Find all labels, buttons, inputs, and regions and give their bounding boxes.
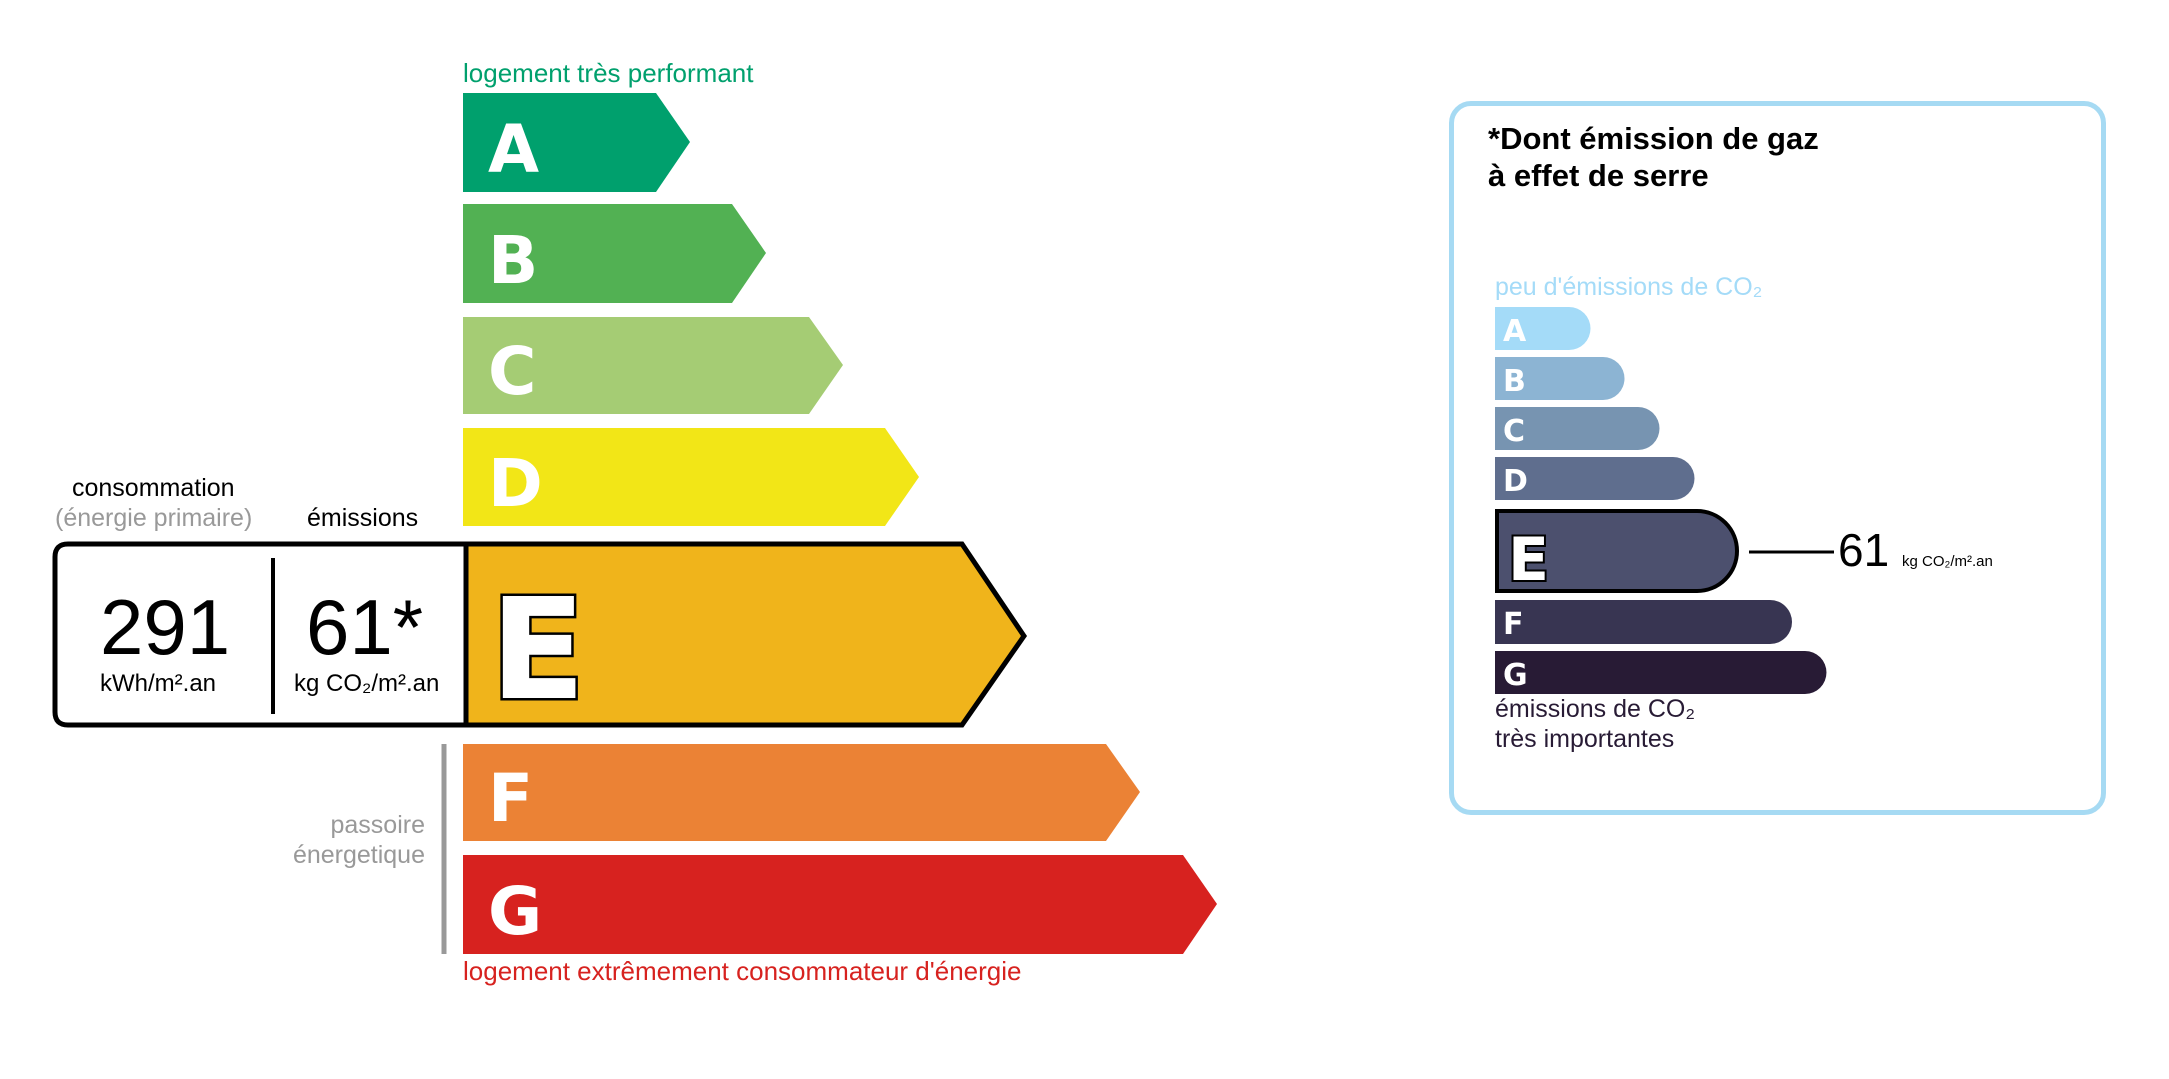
- consumption-unit: kWh/m².an: [100, 670, 217, 697]
- ghg-bar-c: [1495, 407, 1660, 450]
- ghg-letter-e: E: [1508, 525, 1549, 595]
- consumption-subheader: (énergie primaire): [55, 504, 253, 532]
- ghg-bar-b: [1495, 357, 1625, 400]
- ghg-bar-e: [1495, 509, 1739, 593]
- energy-bar-e: [463, 541, 1028, 728]
- ghg-letter-f: F: [1503, 607, 1524, 642]
- ghg-bar-f: [1495, 600, 1792, 644]
- energy-letter-d: D: [488, 445, 543, 522]
- energy-top-label: logement très performant: [463, 58, 754, 88]
- ghg-top-label: peu d'émissions de CO₂: [1495, 273, 1763, 301]
- ghg-letter-b: B: [1503, 364, 1526, 399]
- ghg-bar-a: [1495, 307, 1591, 350]
- energy-letter-f: F: [488, 760, 533, 837]
- ghg-panel: [1449, 101, 2106, 815]
- consumption-value: 291: [100, 583, 231, 671]
- energy-bar-d: [463, 428, 919, 526]
- ghg-title: *Dont émission de gaz à effet de serre: [1488, 120, 1819, 194]
- energy-letter-b: B: [488, 222, 538, 299]
- ghg-title-line-2: à effet de serre: [1488, 158, 1709, 193]
- emissions-header: émissions: [307, 504, 419, 532]
- energy-letter-c: C: [488, 333, 536, 410]
- ghg-unit: kg CO₂/m².an: [1902, 553, 1993, 570]
- energy-bar-a: [463, 93, 690, 192]
- consumption-header: consommation: [72, 474, 235, 502]
- energy-bar-g: [463, 855, 1217, 954]
- energy-bottom-label: logement extrêmement consommateur d'éner…: [463, 956, 1022, 986]
- passoire-label: passoire énergetique: [250, 810, 425, 870]
- energy-letter-e: E: [490, 569, 586, 732]
- ghg-bottom-label-line-1: émissions de CO₂: [1495, 695, 1696, 723]
- ghg-bottom-label-line-2: très importantes: [1495, 725, 1675, 753]
- ghg-bar-g: [1495, 651, 1827, 694]
- ghg-value: 61: [1838, 524, 1890, 576]
- passoire-label-line-2: énergetique: [292, 841, 425, 869]
- energy-letter-g: G: [488, 873, 542, 950]
- ghg-letter-a: A: [1503, 314, 1527, 349]
- ghg-letter-d: D: [1503, 464, 1528, 499]
- energy-bar-b: [463, 204, 766, 303]
- ghg-bottom-label: émissions de CO₂ très importantes: [1495, 694, 1695, 754]
- energy-current-box: [52, 541, 469, 728]
- energy-bar-f: [463, 744, 1140, 841]
- ghg-letter-g: G: [1503, 658, 1528, 693]
- ghg-letter-c: C: [1503, 414, 1525, 449]
- emissions-unit: kg CO₂/m².an: [294, 670, 440, 697]
- energy-bar-c: [463, 317, 843, 414]
- energy-letter-a: A: [488, 111, 539, 188]
- passoire-label-line-1: passoire: [330, 811, 426, 839]
- ghg-title-line-1: *Dont émission de gaz: [1488, 121, 1819, 156]
- emissions-value: 61*: [306, 583, 424, 671]
- ghg-bar-d: [1495, 457, 1695, 500]
